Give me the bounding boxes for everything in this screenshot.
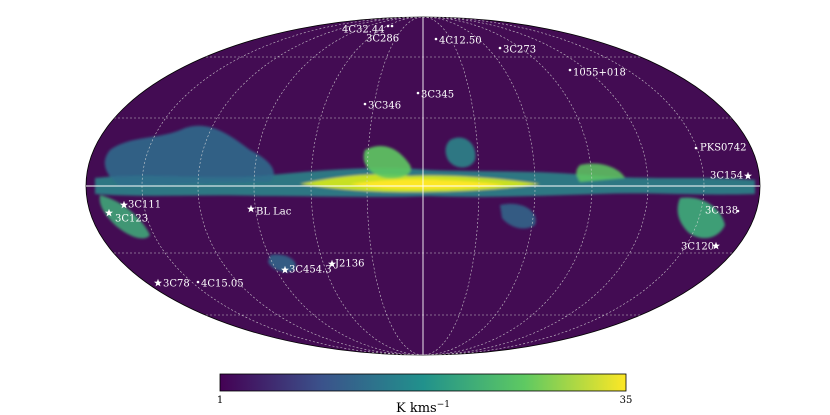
source-marker-dot xyxy=(196,280,200,284)
source-marker-dot xyxy=(568,68,572,72)
source-label: 3C154 xyxy=(710,171,743,182)
colorbar-title-unit: K kms xyxy=(396,401,437,415)
emission-cloud-right-2 xyxy=(576,163,625,182)
emission-layer xyxy=(95,125,755,273)
emission-cloud-right xyxy=(677,197,725,239)
source-marker-dot xyxy=(736,209,740,213)
source-label: PKS0742 xyxy=(700,143,747,154)
graticule-axes xyxy=(86,17,760,355)
source-label: 4C15.05 xyxy=(201,279,244,290)
source-label: 3C111 xyxy=(128,200,161,211)
colorbar-title-exponent: −1 xyxy=(437,400,450,410)
source-marker-star xyxy=(281,265,289,274)
colorbar-gradient xyxy=(219,373,627,392)
emission-core xyxy=(350,179,505,189)
colorbar-max-label: 35 xyxy=(620,395,633,406)
source-label: 3C138 xyxy=(705,206,738,217)
source-label: BL Lac xyxy=(256,207,292,218)
source-label: 3C286 xyxy=(366,34,399,45)
source-label: 3C120 xyxy=(681,242,714,253)
colorbar-min-label: 1 xyxy=(217,395,223,406)
source-marker-dot xyxy=(363,102,367,106)
source-marker-dot xyxy=(694,146,698,150)
colorbar-title: K kms−1 xyxy=(396,400,450,415)
colorbar: 1 35 K kms−1 xyxy=(217,373,633,415)
source-label: 3C273 xyxy=(503,45,536,56)
emission-cloud-center-2 xyxy=(445,137,476,168)
emission-cloud-center xyxy=(363,145,411,179)
source-marker-dot xyxy=(434,37,438,41)
source-label: 3C346 xyxy=(368,101,401,112)
source-marker-star xyxy=(744,171,752,180)
source-marker-star xyxy=(712,241,720,250)
source-label: 3C345 xyxy=(421,90,454,101)
source-marker-star xyxy=(328,259,336,268)
source-marker-dot xyxy=(498,46,502,50)
emission-cloud-lower xyxy=(500,203,536,229)
source-marker-star xyxy=(154,278,162,287)
source-label: J2136 xyxy=(334,259,364,270)
source-label: 4C32.44 xyxy=(342,25,385,36)
source-marker-dot xyxy=(386,24,390,28)
source-label: 3C454.3 xyxy=(289,265,332,276)
source-marker-dot xyxy=(416,91,420,95)
source-marker-dot xyxy=(390,24,394,28)
source-marker-star xyxy=(247,204,255,213)
source-label: 3C123 xyxy=(115,214,148,225)
source-label: 3C78 xyxy=(163,279,190,290)
source-marker-star xyxy=(105,208,113,217)
source-label: 1055+018 xyxy=(573,68,626,79)
source-label: 4C12.50 xyxy=(439,36,482,47)
emission-cloud-left xyxy=(104,125,274,186)
emission-cloud-left-2 xyxy=(99,195,150,239)
source-marker-star xyxy=(120,200,128,209)
